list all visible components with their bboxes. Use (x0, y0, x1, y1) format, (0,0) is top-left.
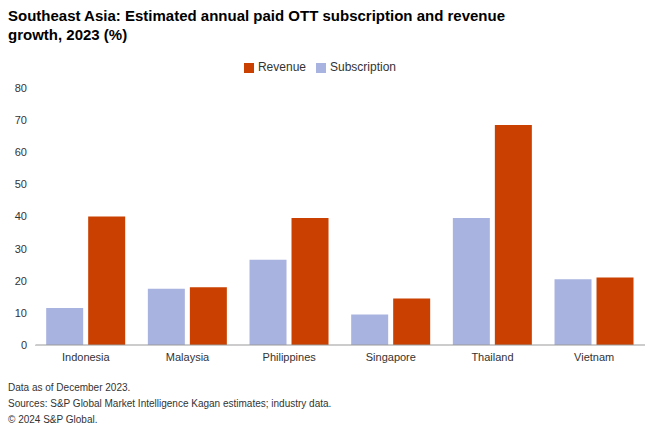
html-text:© 2024 S&P Global.: © 2024 S&P Global. (8, 414, 98, 425)
svg-text:40: 40 (15, 210, 27, 222)
html-text:Subscription: Subscription (330, 60, 396, 74)
svg-text:30: 30 (15, 243, 27, 255)
html-text:Sources: S&P Global Market Int: Sources: S&P Global Market Intelligence … (8, 398, 332, 409)
svg-text:Indonesia: Indonesia (62, 351, 111, 363)
svg-text:0: 0 (21, 339, 27, 351)
html-text:Data as of December 2023.: Data as of December 2023. (8, 382, 131, 393)
svg-text:Malaysia: Malaysia (166, 351, 210, 363)
svg-text:20: 20 (15, 275, 27, 287)
svg-text:Philippines: Philippines (263, 351, 317, 363)
html-text:Southeast Asia: Estimated annu: Southeast Asia: Estimated annual paid OT… (8, 7, 505, 43)
html-text:Revenue: Revenue (258, 60, 306, 74)
svg-text:10: 10 (15, 307, 27, 319)
svg-text:70: 70 (15, 114, 27, 126)
svg-text:Singapore: Singapore (366, 351, 416, 363)
svg-text:50: 50 (15, 178, 27, 190)
svg-text:Vietnam: Vietnam (574, 351, 614, 363)
svg-text:60: 60 (15, 146, 27, 158)
svg-text:80: 80 (15, 82, 27, 94)
svg-text:Thailand: Thailand (471, 351, 513, 363)
